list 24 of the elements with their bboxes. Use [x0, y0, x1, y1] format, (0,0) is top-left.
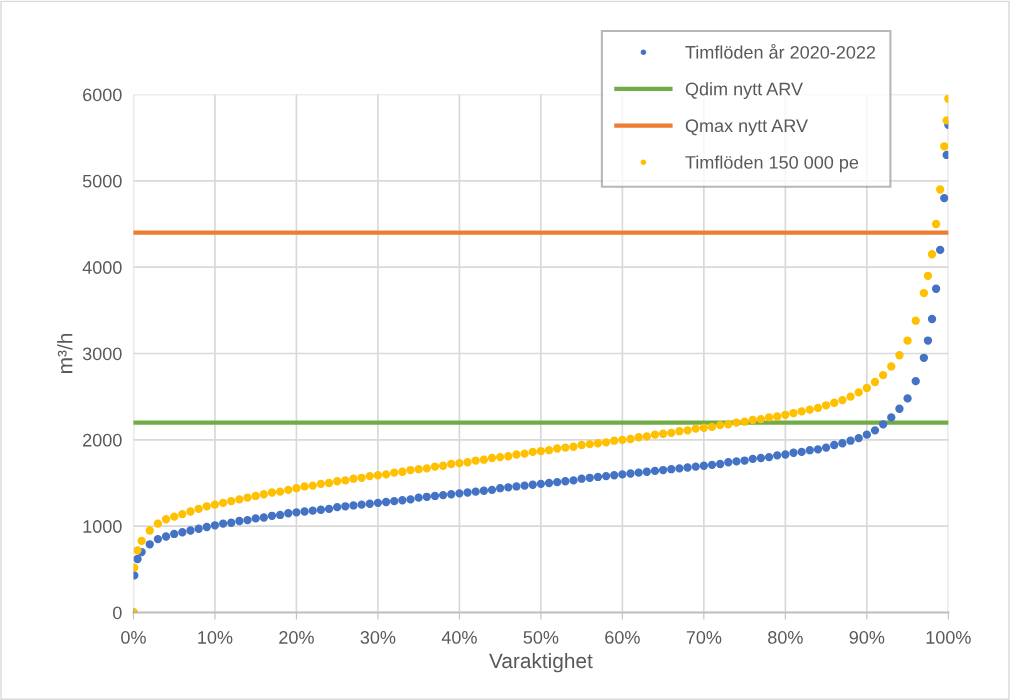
- x-tick-label: 70%: [686, 631, 722, 644]
- y-axis-title: m³/h: [57, 334, 73, 373]
- x-tick-label: 90%: [849, 631, 885, 644]
- y-tick-label: 0: [113, 606, 122, 620]
- y-tick-label: 4000: [82, 261, 122, 274]
- x-tick-label: 50%: [523, 631, 559, 644]
- x-tick-label: 30%: [360, 631, 396, 644]
- legend-label: Qmax nytt ARV: [685, 119, 808, 136]
- legend-label: Qdim nytt ARV: [685, 82, 803, 99]
- x-tick-label: 60%: [605, 631, 640, 644]
- x-tick-label: 40%: [441, 631, 477, 644]
- y-tick-label: 2000: [83, 433, 122, 447]
- legend-label: Timflöden 150 000 pe: [685, 155, 859, 173]
- x-tick-label: 20%: [279, 631, 314, 644]
- x-axis-title: Varaktighet: [489, 652, 593, 673]
- x-tick-label: 0%: [121, 631, 146, 644]
- y-tick-label: 5000: [82, 174, 122, 188]
- x-tick-label: 100%: [926, 631, 971, 644]
- y-tick-label: 6000: [83, 88, 122, 102]
- y-tick-label: 1000: [83, 520, 122, 533]
- y-tick-label: 3000: [82, 347, 122, 361]
- legend-label: Timflöden år 2020-2022: [685, 43, 876, 59]
- x-tick-label: 10%: [198, 631, 233, 644]
- x-tick-label: 80%: [768, 631, 803, 644]
